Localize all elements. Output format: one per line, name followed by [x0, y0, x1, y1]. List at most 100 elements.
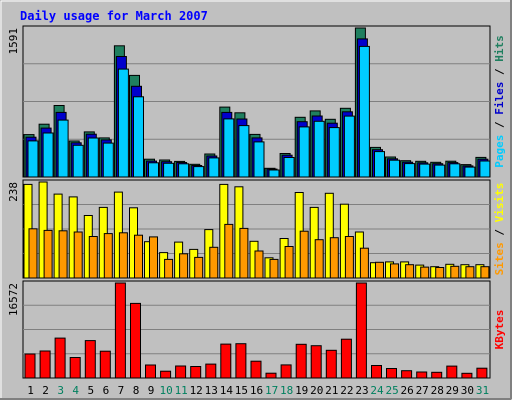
x-tick-label: 22 — [340, 384, 353, 397]
x-tick-label: 18 — [280, 384, 293, 397]
y-axis-max-label: 16572 — [7, 283, 20, 316]
bar-sites-day-5 — [88, 236, 98, 279]
bar-sites-day-31 — [480, 266, 490, 279]
bar-kbytes-day-20 — [310, 345, 322, 379]
x-tick-label: 11 — [175, 384, 188, 397]
bar-pages-day-4 — [72, 144, 84, 178]
bar-sites-day-21 — [329, 237, 339, 279]
bar-pages-day-30 — [464, 166, 476, 178]
bar-pages-day-27 — [419, 163, 431, 178]
x-tick-label: 16 — [250, 384, 263, 397]
legend-files: Files — [493, 82, 506, 115]
x-tick-label: 7 — [118, 384, 125, 397]
bar-pages-day-22 — [343, 115, 355, 178]
bar-pages-day-6 — [102, 142, 114, 178]
x-tick-label: 13 — [205, 384, 218, 397]
legend-pages: Pages — [493, 135, 506, 168]
bar-pages-day-18 — [283, 157, 295, 178]
bar-sites-day-12 — [194, 256, 204, 279]
y-axis-max-label: 238 — [7, 182, 20, 202]
bar-sites-day-17 — [269, 258, 279, 279]
bar-sites-day-28 — [435, 267, 445, 279]
bar-kbytes-day-2 — [39, 350, 51, 379]
bar-kbytes-day-30 — [461, 372, 473, 379]
bar-kbytes-day-6 — [99, 350, 111, 379]
bar-kbytes-day-15 — [235, 343, 247, 379]
x-tick-label: 29 — [446, 384, 459, 397]
bar-sites-day-18 — [284, 246, 294, 279]
bar-kbytes-day-26 — [401, 370, 413, 379]
bar-sites-day-26 — [405, 264, 415, 279]
bar-pages-day-11 — [178, 163, 190, 178]
bar-sites-day-9 — [149, 236, 158, 279]
bar-sites-day-29 — [450, 265, 460, 279]
x-tick-label: 26 — [400, 384, 413, 397]
panel-bottom: 16572 KBytes — [7, 280, 506, 379]
bar-sites-day-6 — [103, 233, 113, 279]
bar-sites-day-7 — [118, 232, 128, 279]
bar-kbytes-day-31 — [476, 367, 488, 379]
x-tick-label: 23 — [355, 384, 368, 397]
bar-pages-day-17 — [268, 169, 280, 178]
bar-sites-day-16 — [254, 250, 264, 279]
x-tick-label: 15 — [235, 384, 248, 397]
bar-sites-day-20 — [314, 239, 324, 279]
x-tick-label: 3 — [57, 384, 64, 397]
bar-kbytes-day-5 — [84, 340, 96, 379]
bar-sites-day-30 — [465, 266, 475, 279]
legend-kbytes: KBytes — [493, 310, 506, 350]
bar-kbytes-day-10 — [160, 370, 172, 379]
bar-kbytes-day-13 — [205, 363, 217, 379]
right-legend: KBytes — [493, 310, 506, 350]
chart-title: Daily usage for March 2007 — [20, 9, 208, 23]
x-tick-label: 28 — [431, 384, 444, 397]
bar-kbytes-day-8 — [130, 302, 141, 379]
legend-separator: / — [493, 222, 506, 242]
bar-sites-day-8 — [134, 234, 143, 279]
bar-kbytes-day-7 — [114, 282, 126, 379]
bar-sites-day-10 — [164, 258, 174, 279]
x-tick-label: 4 — [72, 384, 79, 397]
x-tick-label: 9 — [148, 384, 155, 397]
x-tick-label: 10 — [159, 384, 172, 397]
x-tick-label: 5 — [87, 384, 94, 397]
bar-pages-day-5 — [87, 137, 99, 178]
bar-pages-day-7 — [117, 68, 129, 178]
bar-kbytes-day-28 — [431, 371, 443, 379]
bar-pages-day-14 — [223, 118, 235, 178]
x-axis-labels: 1 2 3 4 5 6 7 8 9 10 11 12 13 14 15 16 17 18 19 20 21 22 23 24 2… — [27, 384, 489, 397]
bar-pages-day-2 — [42, 132, 54, 178]
x-tick-label: 20 — [310, 384, 323, 397]
bar-kbytes-day-24 — [371, 365, 382, 379]
bar-sites-day-27 — [420, 266, 430, 279]
bar-sites-day-23 — [359, 247, 369, 279]
bar-kbytes-day-11 — [175, 365, 187, 379]
bar-sites-day-24 — [375, 261, 384, 279]
right-legend: Sites / Visits — [493, 183, 506, 276]
legend-separator: / — [493, 115, 506, 135]
bar-kbytes-day-25 — [386, 368, 397, 379]
bar-kbytes-day-21 — [325, 349, 337, 379]
bar-kbytes-day-19 — [295, 343, 307, 379]
bar-pages-day-12 — [193, 166, 205, 178]
bar-sites-day-14 — [224, 223, 234, 279]
bar-pages-day-8 — [133, 96, 144, 178]
x-tick-label: 2 — [42, 384, 49, 397]
bar-kbytes-day-16 — [250, 360, 262, 379]
bar-pages-day-26 — [404, 163, 416, 178]
bar-pages-day-3 — [57, 119, 69, 178]
bar-sites-day-19 — [299, 230, 309, 279]
x-tick-label: 24 — [370, 384, 384, 397]
x-tick-label: 1 — [27, 384, 34, 397]
x-tick-label: 30 — [461, 384, 474, 397]
bar-kbytes-day-29 — [446, 365, 458, 379]
bar-pages-day-19 — [298, 126, 310, 178]
right-legend: Pages / Files / Hits — [493, 35, 506, 168]
bar-kbytes-day-17 — [265, 372, 277, 379]
bar-pages-day-1 — [27, 140, 39, 178]
bar-pages-day-23 — [358, 45, 370, 178]
x-tick-label: 12 — [190, 384, 203, 397]
legend-visits: Visits — [493, 183, 506, 223]
